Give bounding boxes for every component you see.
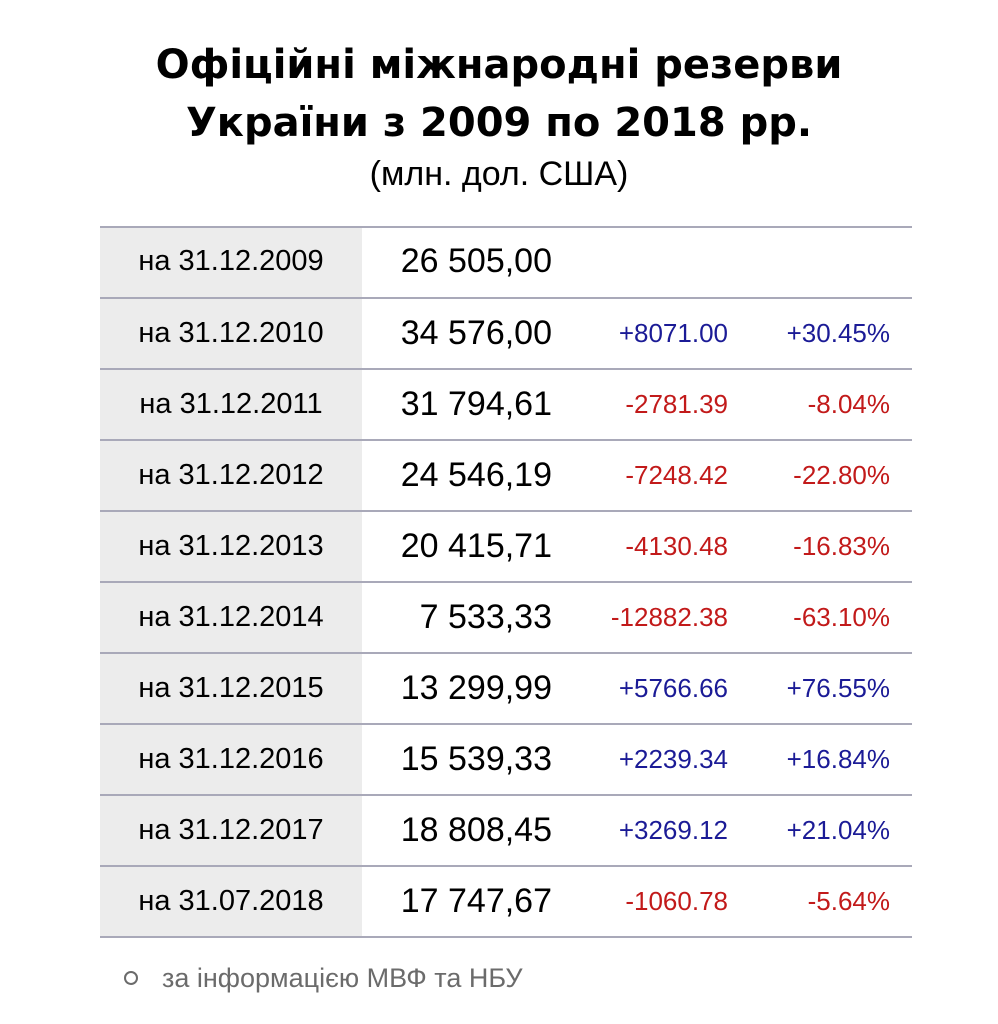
change-amount-cell: -7248.42	[625, 460, 728, 490]
title-line-2: України з 2009 по 2018 рр.	[185, 100, 813, 146]
table-row: на 31.07.2018 17 747,67 -1060.78 -5.64%	[100, 867, 912, 938]
table-row: на 31.12.2014 7 533,33 -12882.38 -63.10%	[100, 583, 912, 654]
change-percent-cell: -8.04%	[807, 389, 890, 419]
reserve-value-cell: 7 533,33	[419, 598, 552, 636]
change-percent-cell: -5.64%	[807, 886, 890, 916]
date-cell: на 31.12.2015	[100, 654, 362, 723]
reserve-value-cell: 24 546,19	[400, 456, 552, 494]
table-row: на 31.12.2012 24 546,19 -7248.42 -22.80%	[100, 441, 912, 512]
reserve-value-cell: 13 299,99	[400, 669, 552, 707]
date-cell: на 31.12.2016	[100, 725, 362, 794]
units-subtitle: (млн. дол. США)	[369, 155, 629, 193]
table-row: на 31.12.2010 34 576,00 +8071.00 +30.45%	[100, 299, 912, 370]
reserve-value-cell: 18 808,45	[400, 811, 552, 849]
reserve-value-cell: 20 415,71	[400, 527, 552, 565]
change-amount-cell: -2781.39	[625, 389, 728, 419]
change-percent-cell: +16.84%	[786, 744, 890, 774]
date-cell: на 31.12.2014	[100, 583, 362, 652]
date-cell: на 31.12.2010	[100, 299, 362, 368]
reserve-value-cell: 17 747,67	[400, 882, 552, 920]
change-percent-cell: +76.55%	[786, 673, 890, 703]
table-row: на 31.12.2015 13 299,99 +5766.66 +76.55%	[100, 654, 912, 725]
change-percent-cell: -16.83%	[793, 531, 890, 561]
change-amount-cell: -1060.78	[625, 886, 728, 916]
change-amount-cell: -4130.48	[625, 531, 728, 561]
change-percent-cell: +21.04%	[786, 815, 890, 845]
table-row: на 31.12.2009 26 505,00	[100, 228, 912, 299]
table-row: на 31.12.2013 20 415,71 -4130.48 -16.83%	[100, 512, 912, 583]
reserve-value-cell: 31 794,61	[400, 385, 552, 423]
change-percent-cell: -63.10%	[793, 602, 890, 632]
change-amount-cell: +5766.66	[618, 673, 728, 703]
title-line-1: Офіційні міжнародні резерви	[155, 42, 843, 88]
table-row: на 31.12.2011 31 794,61 -2781.39 -8.04%	[100, 370, 912, 441]
change-amount-cell: +2239.34	[618, 744, 728, 774]
reserve-value-cell: 34 576,00	[400, 314, 552, 352]
reserve-value-cell: 26 505,00	[400, 242, 552, 280]
reserves-table: на 31.12.2009 26 505,00 на 31.12.2010 34…	[100, 226, 912, 938]
change-amount-cell: +3269.12	[618, 815, 728, 845]
date-cell: на 31.12.2009	[100, 228, 362, 297]
change-amount-cell: +8071.00	[618, 318, 728, 348]
change-percent-cell: -22.80%	[793, 460, 890, 490]
date-cell: на 31.12.2013	[100, 512, 362, 581]
change-amount-cell: -12882.38	[610, 602, 728, 632]
circle-bullet-icon	[124, 971, 138, 985]
change-percent-cell: +30.45%	[786, 318, 890, 348]
date-cell: на 31.12.2011	[100, 370, 362, 439]
source-note-text: за інформацією МВФ та НБУ	[162, 963, 523, 993]
change-amount-cell	[570, 228, 728, 297]
date-cell: на 31.07.2018	[100, 867, 362, 936]
date-cell: на 31.12.2017	[100, 796, 362, 865]
table-row: на 31.12.2017 18 808,45 +3269.12 +21.04%	[100, 796, 912, 867]
table-row: на 31.12.2016 15 539,33 +2239.34 +16.84%	[100, 725, 912, 796]
date-cell: на 31.12.2012	[100, 441, 362, 510]
change-percent-cell	[740, 228, 890, 297]
reserve-value-cell: 15 539,33	[400, 740, 552, 778]
page-title: Офіційні міжнародні резерви України з 20…	[0, 36, 998, 152]
